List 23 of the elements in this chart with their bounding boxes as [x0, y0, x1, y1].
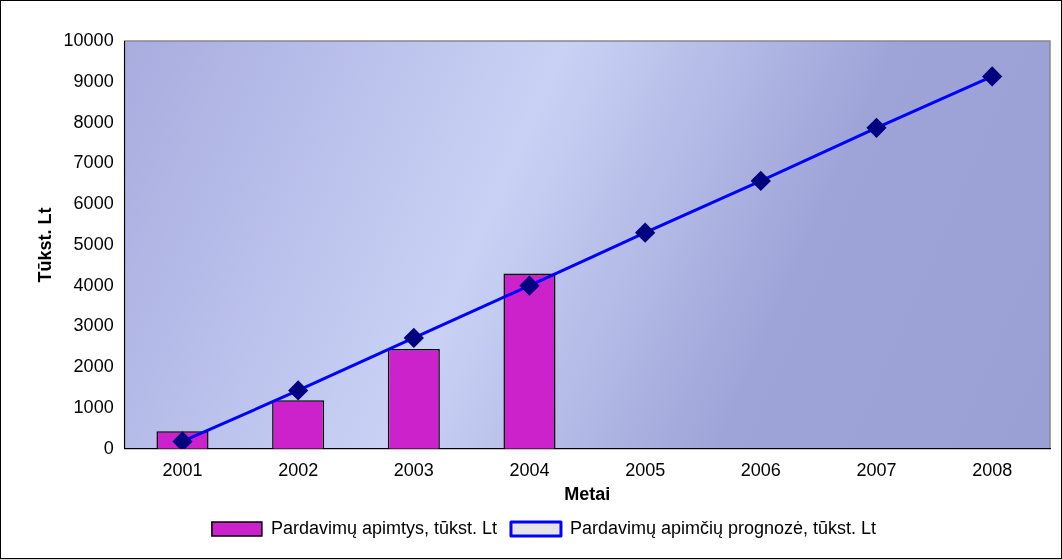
x-tick-label: 2007	[856, 459, 897, 480]
y-tick-label: 5000	[73, 233, 114, 254]
legend-label: Pardavimų apimčių prognozė, tūkst. Lt	[569, 517, 877, 538]
y-tick-label: 10000	[63, 29, 114, 50]
y-tick-label: 1000	[73, 396, 114, 417]
x-tick-label: 2005	[625, 459, 666, 480]
x-tick-label: 2002	[278, 459, 319, 480]
x-tick-label: 2003	[393, 459, 434, 480]
x-tick-label: 2001	[162, 459, 203, 480]
y-tick-label: 9000	[73, 70, 114, 91]
y-tick-label: 2000	[73, 356, 114, 377]
x-axis-title: Metai	[564, 484, 611, 505]
y-tick-label: 7000	[73, 152, 114, 173]
y-axis-title: Tūkst. Lt	[34, 207, 55, 283]
y-tick-label: 6000	[73, 193, 114, 214]
y-tick-label: 0	[103, 437, 114, 458]
y-tick-label: 3000	[73, 315, 114, 336]
y-tick-label: 4000	[73, 274, 114, 295]
x-tick-label: 2008	[972, 459, 1013, 480]
y-tick-label: 8000	[73, 111, 114, 132]
x-tick-label: 2004	[509, 459, 550, 480]
legend-label: Pardavimų apimtys, tūkst. Lt	[270, 517, 497, 538]
x-tick-label: 2006	[740, 459, 781, 480]
